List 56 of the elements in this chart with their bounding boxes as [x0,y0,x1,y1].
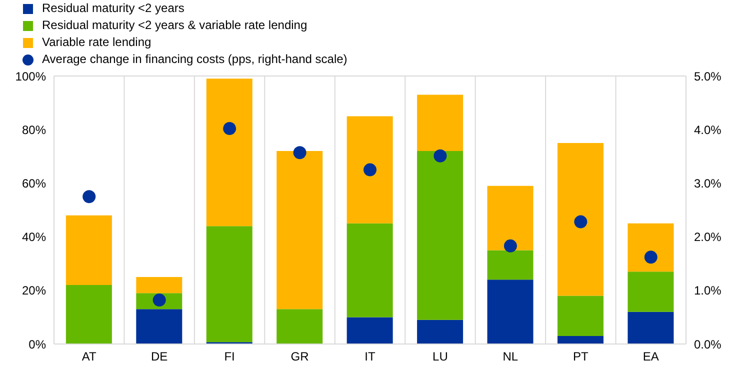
point [644,250,658,264]
bar [206,226,252,342]
legend-label: Variable rate lending [42,34,152,51]
bar [417,151,464,320]
bar [346,317,393,344]
bar [487,186,534,250]
bar [628,223,674,272]
y-tick-label: 40% [22,230,46,244]
x-tick-label: AT [82,350,97,364]
bar [346,116,393,224]
y-tick-label: 0% [28,337,46,352]
bar [628,272,674,312]
x-tick-label: DE [150,350,168,364]
legend-label: Residual maturity <2 years [42,0,184,17]
y2-tick-label: 0.0% [694,337,722,352]
point [82,190,96,204]
x-tick-label: EA [642,350,659,364]
point [504,239,517,252]
y2-tick-label: 5.0% [694,69,722,84]
legend-label: Average change in financing costs (pps, right-hand scale) [42,51,348,68]
point [574,215,588,228]
bar [557,143,604,296]
x-tick-label: PT [572,350,589,364]
bar [276,309,323,344]
point [364,163,376,176]
y2-tick-label: 4.0% [694,122,722,137]
bar [66,215,112,286]
x-tick-label: IT [364,350,376,364]
bar [557,336,604,344]
bar [487,250,534,280]
x-tick-label: FI [224,350,235,364]
bar [557,296,604,336]
x-tick-label: NL [502,350,518,364]
bar [628,312,674,344]
bar [417,320,464,344]
y2-tick-label: 3.0% [694,176,722,190]
legend-label: Residual maturity <2 years & variable rate lending [42,17,308,34]
y2-tick-label: 2.0% [694,230,722,244]
bar [417,94,464,152]
bar [346,223,393,318]
y-tick-label: 100% [15,69,46,84]
bar [487,280,534,344]
point [223,122,236,136]
y2-tick-label: 1.0% [694,284,722,298]
x-tick-label: LU [432,350,448,364]
point [293,146,306,160]
bar [276,151,323,310]
y-tick-label: 20% [22,284,46,298]
bar [206,78,252,226]
bar [136,309,182,344]
x-tick-label: GR [290,350,310,364]
y-tick-label: 80% [22,122,46,137]
bar [136,277,182,294]
point [434,149,447,162]
bar [66,285,112,344]
y-tick-label: 60% [22,176,46,190]
